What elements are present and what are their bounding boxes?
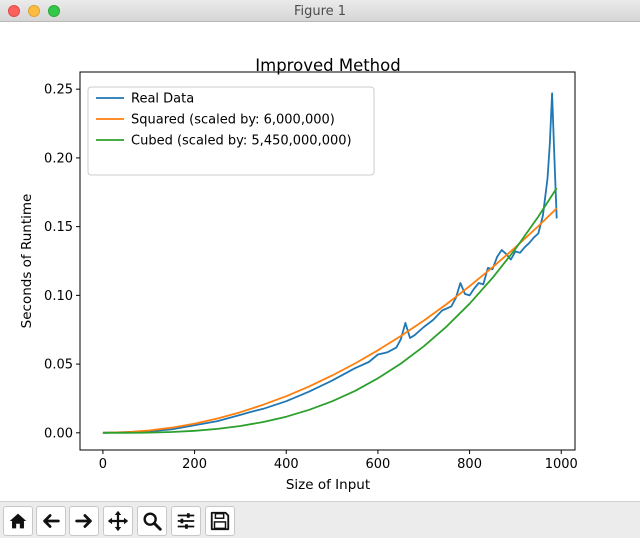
- plot-lines: [102, 92, 558, 434]
- zoom-button[interactable]: [137, 506, 167, 536]
- close-window-button[interactable]: [8, 5, 20, 17]
- window-titlebar: Figure 1: [0, 0, 640, 22]
- x-tick-label: 400: [274, 457, 299, 472]
- y-tick-label: 0.15: [44, 220, 73, 235]
- y-tick-label: 0.20: [44, 151, 73, 166]
- x-tick-label: 0: [99, 457, 107, 472]
- chart-title: Improved Method: [255, 56, 400, 75]
- back-button[interactable]: [36, 506, 66, 536]
- y-axis-label: Seconds of Runtime: [19, 194, 35, 329]
- axes-frame: [79, 71, 576, 451]
- legend-label: Real Data: [131, 92, 194, 107]
- back-icon: [43, 514, 60, 528]
- x-tick-label: 600: [366, 457, 391, 472]
- legend-box: [87, 86, 375, 176]
- home-button[interactable]: [3, 506, 33, 536]
- series-line-1: [102, 92, 558, 434]
- legend-label: Squared (scaled by: 6,000,000): [131, 113, 335, 128]
- legend-label: Cubed (scaled by: 5,450,000,000): [131, 134, 352, 149]
- x-tick-label: 200: [182, 457, 207, 472]
- y-tick-label: 0.25: [44, 83, 73, 98]
- save-button[interactable]: [205, 506, 235, 536]
- save-icon: [210, 511, 230, 531]
- series-line-2: [102, 207, 558, 434]
- configure-subplots-button[interactable]: [171, 506, 201, 536]
- x-axis-ticks: 0 200 400 600 800 1000: [99, 450, 578, 472]
- navigation-toolbar: [0, 501, 640, 538]
- minimize-window-button[interactable]: [28, 5, 40, 17]
- home-icon: [9, 513, 27, 529]
- x-axis-label: Size of Input: [286, 477, 370, 493]
- pan-button[interactable]: [103, 506, 133, 536]
- legend: Real Data Squared (scaled by: 6,000,000) C…: [87, 86, 375, 176]
- zoom-icon: [143, 512, 162, 531]
- y-axis-ticks: 0.00 0.05 0.10 0.15 0.20 0.25: [44, 83, 80, 441]
- pan-icon: [107, 510, 129, 532]
- y-tick-label: 0.05: [44, 358, 73, 373]
- series-line-3: [102, 187, 558, 434]
- window-title: Figure 1: [293, 4, 347, 19]
- chart: Improved Method 0 200 400 600 800 1000 0.000.…: [19, 56, 578, 493]
- forward-button[interactable]: [69, 506, 99, 536]
- y-tick-label: 0.10: [44, 289, 73, 304]
- x-tick-label: 1000: [545, 457, 578, 472]
- maximize-window-button[interactable]: [48, 5, 60, 17]
- x-tick-label: 800: [457, 457, 482, 472]
- figure-canvas: Improved Method 0 200 400 600 800 1000 0.00 0.…: [0, 22, 640, 501]
- configure-subplots-icon: [177, 513, 195, 529]
- y-tick-label: 0.00: [44, 426, 73, 441]
- forward-icon: [75, 514, 92, 528]
